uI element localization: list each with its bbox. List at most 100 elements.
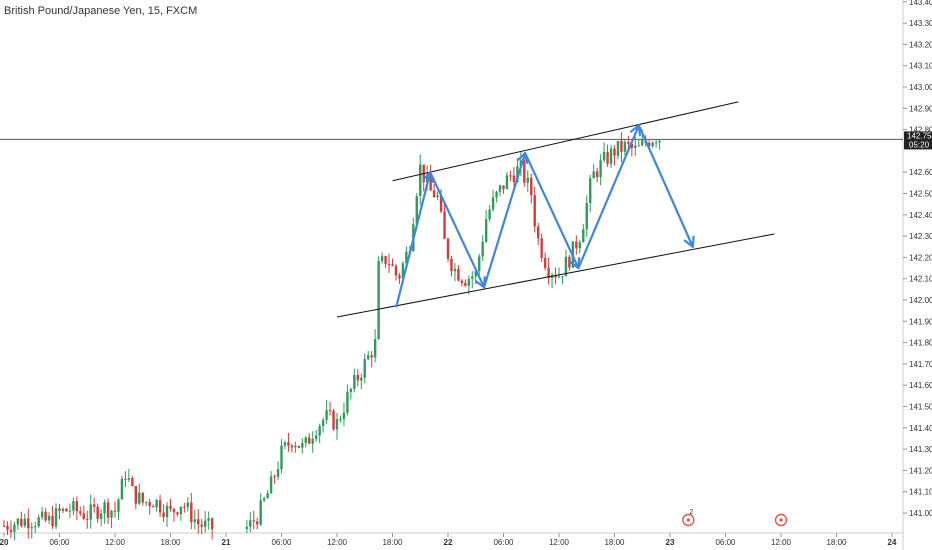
x-tick-label: 06:00 <box>493 538 514 547</box>
candle-body <box>543 257 547 268</box>
candle-body <box>495 191 498 198</box>
candle-body <box>370 355 373 358</box>
candle-body <box>557 276 561 278</box>
candle-body <box>75 501 79 512</box>
candle-body <box>148 501 151 507</box>
candle-body <box>651 142 654 147</box>
candle-body <box>394 265 398 276</box>
candle-body <box>92 504 96 507</box>
candle-body <box>582 229 585 243</box>
channel-lower-line <box>336 233 775 318</box>
candle-body <box>172 508 176 513</box>
candle-body <box>491 197 495 210</box>
x-tick-label: 23 <box>666 538 675 547</box>
candle-body <box>360 377 363 381</box>
candle-body <box>488 209 491 220</box>
zigzag-arrow <box>524 151 580 270</box>
candle-body <box>27 518 30 529</box>
candle-body <box>339 419 342 421</box>
y-tick-label: 141.700 <box>909 360 932 369</box>
candle-body <box>342 412 346 420</box>
x-tick-label: 12:00 <box>771 538 792 547</box>
candle-body <box>467 278 471 286</box>
x-tick-label: 18:00 <box>382 538 403 547</box>
candle-body <box>647 142 651 147</box>
candle-body <box>380 256 384 262</box>
candle-body <box>595 171 599 178</box>
candles-group <box>2 129 661 541</box>
candle-body <box>259 500 262 525</box>
y-tick-label: 142.600 <box>909 168 932 177</box>
y-tick-label: 143.100 <box>909 62 932 71</box>
candle-body <box>34 526 37 528</box>
y-tick-label: 143.300 <box>909 19 932 28</box>
channel-upper-line <box>392 101 739 182</box>
candle-body <box>616 140 620 156</box>
candle-body <box>30 527 33 529</box>
candle-body <box>120 478 124 500</box>
candle-body <box>425 174 429 183</box>
candle-body <box>210 518 214 530</box>
candle-body <box>446 238 450 259</box>
zigzag-arrow <box>637 124 694 248</box>
candle-body <box>509 175 512 177</box>
candle-body <box>103 502 106 514</box>
candle-body <box>356 375 360 381</box>
candle-body <box>460 280 464 283</box>
candle-body <box>20 518 23 526</box>
x-tick-label: 06:00 <box>49 538 70 547</box>
candle-body <box>349 388 353 393</box>
candle-body <box>179 506 183 515</box>
x-tick-label: 06:00 <box>715 538 736 547</box>
candle-body <box>578 242 582 249</box>
candle-body <box>373 339 377 358</box>
candle-body <box>176 512 179 515</box>
candle-body <box>481 241 484 257</box>
candle-body <box>58 508 61 512</box>
zigzag-arrowhead <box>683 235 695 248</box>
candle-body <box>332 410 335 430</box>
y-tick-label: 142.300 <box>909 232 932 241</box>
candle-body <box>630 143 634 148</box>
candle-body <box>436 195 439 198</box>
countdown-label: 05:20 <box>909 140 930 149</box>
candle-body <box>554 275 557 278</box>
candle-body <box>623 141 627 152</box>
y-tick-label: 142.400 <box>909 211 932 220</box>
event-marker-dot <box>779 518 783 522</box>
y-tick-label: 141.800 <box>909 339 932 348</box>
y-tick-label: 143.200 <box>909 40 932 49</box>
candle-body <box>439 195 443 212</box>
chart-title: British Pound/Japanese Yen, 15, FXCM <box>4 5 198 17</box>
candle-body <box>294 445 297 448</box>
candle-body <box>377 261 380 340</box>
x-tick-label: 18:00 <box>160 538 181 547</box>
candle-body <box>51 515 54 527</box>
candle-body <box>72 501 75 511</box>
candle-body <box>23 518 27 526</box>
candle-body <box>498 185 502 192</box>
candle-body <box>335 419 339 430</box>
candle-body <box>249 520 252 527</box>
y-tick-label: 143.400 <box>909 0 932 7</box>
candle-body <box>654 142 658 144</box>
candle-body <box>169 505 172 509</box>
candle-body <box>68 510 72 512</box>
y-tick-label: 142.900 <box>909 104 932 113</box>
candle-body <box>627 141 630 144</box>
candle-body <box>658 141 661 143</box>
candle-body <box>328 410 332 412</box>
candle-body <box>530 177 533 196</box>
candle-body <box>398 275 401 279</box>
candle-body <box>505 175 509 190</box>
candle-body <box>599 160 602 178</box>
candle-body <box>561 276 564 278</box>
x-tick-label: 18:00 <box>826 538 847 547</box>
candle-body <box>516 166 519 182</box>
candle-body <box>471 276 474 279</box>
candle-body <box>634 145 637 148</box>
candle-body <box>141 492 144 503</box>
candle-body <box>290 445 294 448</box>
